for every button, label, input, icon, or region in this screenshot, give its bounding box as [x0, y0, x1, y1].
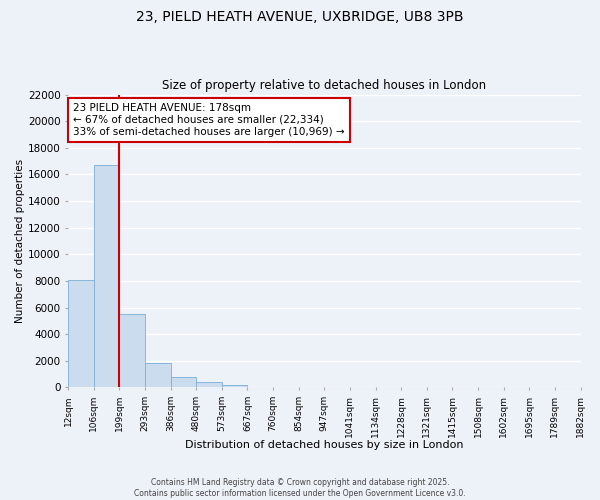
Bar: [145, 363, 170, 388]
Bar: [247, 387, 273, 388]
Text: 23, PIELD HEATH AVENUE, UXBRIDGE, UB8 3PB: 23, PIELD HEATH AVENUE, UXBRIDGE, UB8 3P…: [136, 10, 464, 24]
Y-axis label: Number of detached properties: Number of detached properties: [15, 159, 25, 323]
Bar: [222, 386, 247, 388]
Text: Contains HM Land Registry data © Crown copyright and database right 2025.
Contai: Contains HM Land Registry data © Crown c…: [134, 478, 466, 498]
Bar: [170, 378, 196, 388]
Text: 23 PIELD HEATH AVENUE: 178sqm
← 67% of detached houses are smaller (22,334)
33% : 23 PIELD HEATH AVENUE: 178sqm ← 67% of d…: [73, 104, 345, 136]
Title: Size of property relative to detached houses in London: Size of property relative to detached ho…: [162, 79, 487, 92]
Bar: [119, 314, 145, 388]
X-axis label: Distribution of detached houses by size in London: Distribution of detached houses by size …: [185, 440, 464, 450]
Bar: [94, 165, 119, 388]
Bar: [68, 280, 94, 388]
Bar: [196, 382, 222, 388]
